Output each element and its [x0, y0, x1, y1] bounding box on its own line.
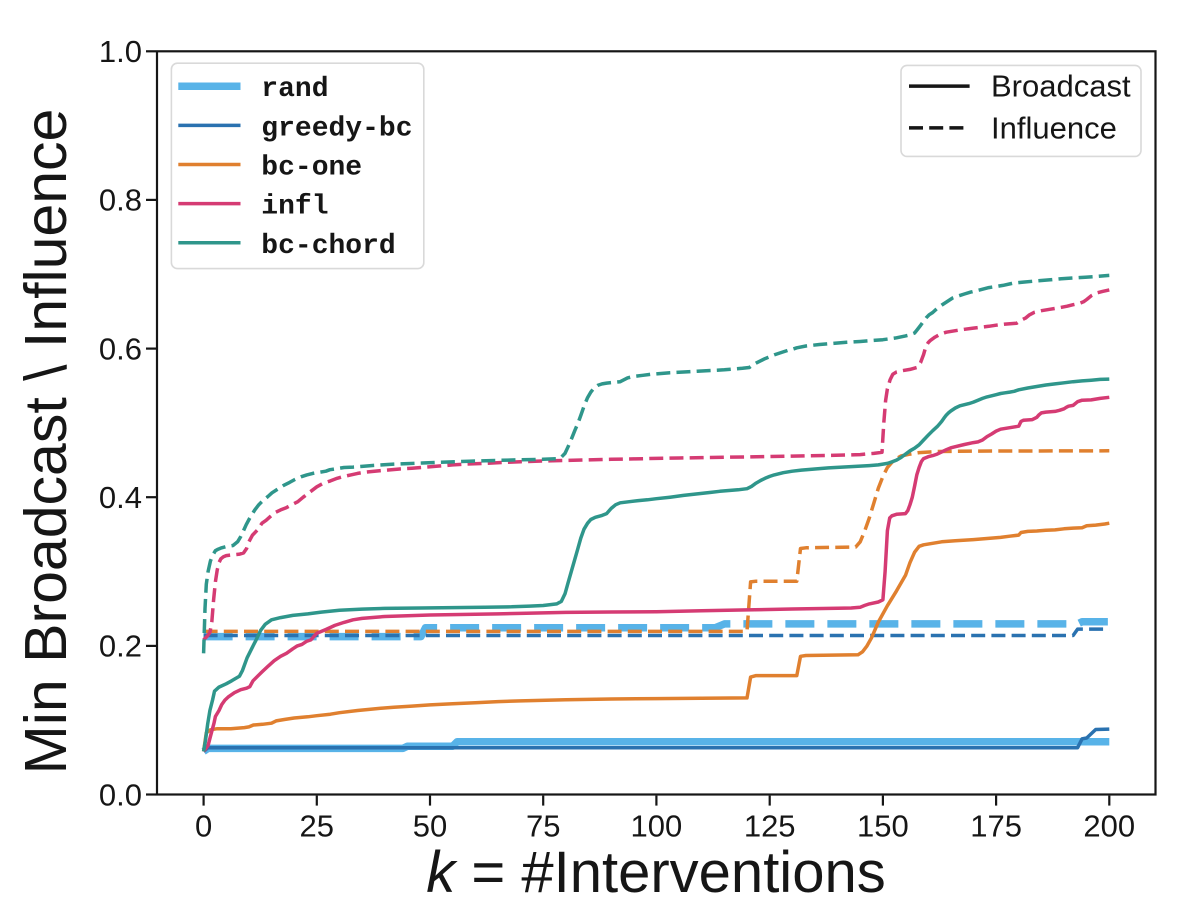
svg-text:100: 100 — [631, 809, 683, 844]
svg-text:Broadcast: Broadcast — [991, 69, 1131, 104]
svg-text:0.8: 0.8 — [99, 183, 142, 218]
svg-text:0.6: 0.6 — [99, 331, 142, 366]
svg-text:0.0: 0.0 — [99, 777, 142, 812]
svg-text:0.2: 0.2 — [99, 629, 142, 664]
svg-text:1.0: 1.0 — [99, 34, 142, 69]
svg-text:bc-chord: bc-chord — [261, 231, 395, 262]
svg-text:greedy-bc: greedy-bc — [261, 113, 412, 144]
svg-text:125: 125 — [744, 809, 796, 844]
svg-text:50: 50 — [413, 809, 447, 844]
svg-text:0.4: 0.4 — [99, 480, 142, 515]
svg-text:rand: rand — [261, 74, 328, 105]
svg-text:150: 150 — [857, 809, 909, 844]
svg-text:Influence: Influence — [991, 110, 1117, 145]
svg-text:25: 25 — [300, 809, 334, 844]
svg-text:200: 200 — [1083, 809, 1135, 844]
svg-text:75: 75 — [526, 809, 560, 844]
svg-text:Min Broadcast \ Influence: Min Broadcast \ Influence — [13, 109, 79, 775]
svg-text:0: 0 — [195, 809, 212, 844]
svg-text:infl: infl — [261, 192, 328, 223]
svg-text:k = #Interventions: k = #Interventions — [426, 840, 885, 905]
svg-text:175: 175 — [970, 809, 1022, 844]
svg-text:bc-one: bc-one — [261, 153, 362, 184]
